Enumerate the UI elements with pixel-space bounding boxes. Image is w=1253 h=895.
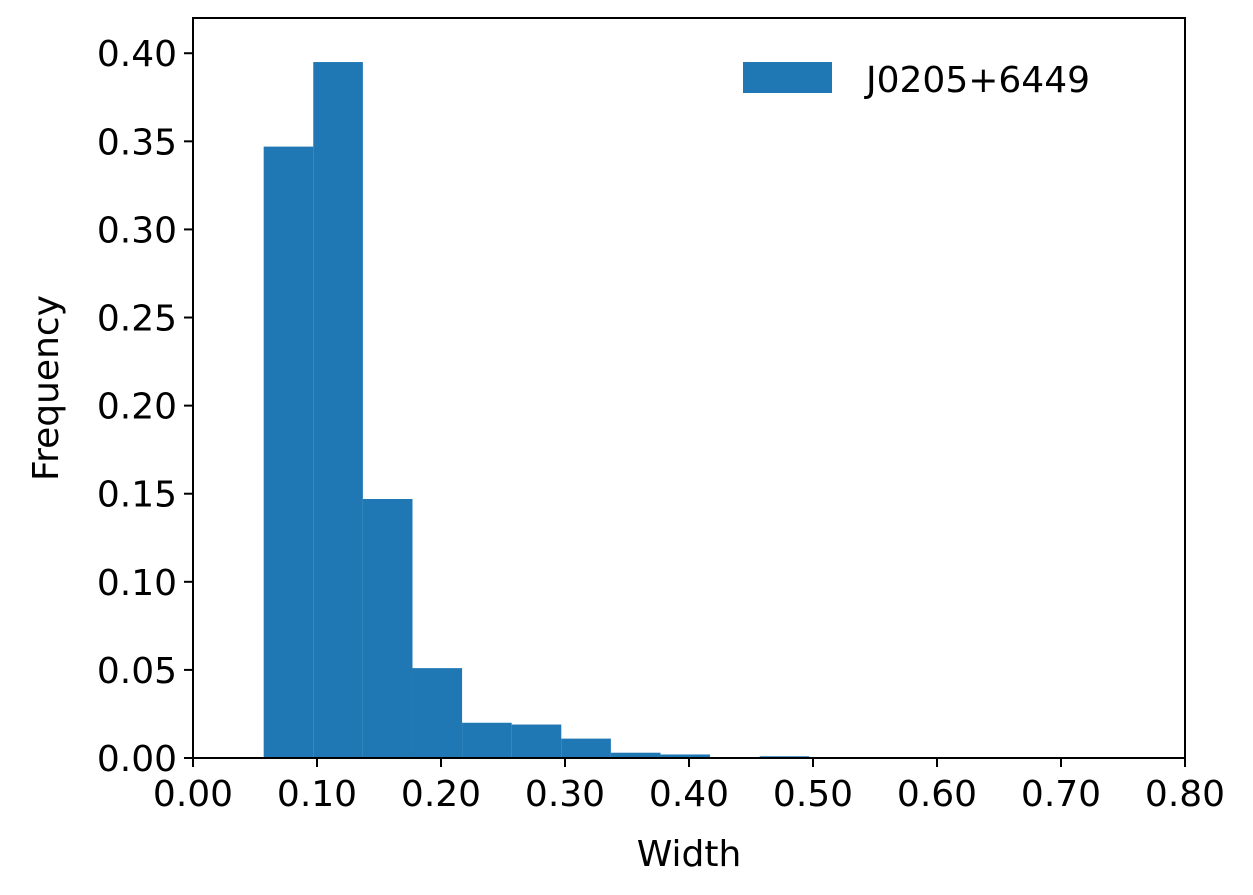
legend-swatch: [743, 62, 832, 93]
y-tick-label: 0.05: [97, 651, 177, 692]
y-axis-label: Frequency: [26, 295, 67, 481]
histogram-bar: [263, 146, 314, 759]
x-axis-label: Width: [637, 834, 742, 875]
histogram-bar: [313, 62, 363, 759]
x-tick-label: 0.50: [773, 774, 853, 815]
y-axis: 0.00 0.05 0.10 0.15 0.20 0.25 0.30 0.35 0.40: [97, 34, 193, 780]
x-tick-label: 0.70: [1021, 774, 1101, 815]
histogram-bar: [610, 752, 661, 758]
legend-label: J0205+6449: [864, 60, 1090, 101]
x-tick-label: 0.20: [401, 774, 481, 815]
y-tick-label: 0.30: [97, 210, 177, 251]
y-tick-label: 0.15: [97, 475, 177, 516]
y-tick-label: 0.10: [97, 563, 177, 604]
y-tick-label: 0.35: [97, 122, 177, 163]
legend: J0205+6449: [743, 60, 1090, 101]
y-tick-label: 0.40: [97, 34, 177, 75]
x-tick-label: 0.60: [897, 774, 977, 815]
bars-group: [263, 62, 1058, 759]
x-axis: 0.00 0.10 0.20 0.30 0.40 0.50 0.60 0.70 0.80: [153, 758, 1225, 815]
x-tick-label: 0.40: [649, 774, 729, 815]
histogram-bar: [511, 724, 562, 758]
histogram-bar: [462, 722, 512, 758]
y-tick-label: 0.20: [97, 387, 177, 428]
x-tick-label: 0.10: [277, 774, 357, 815]
x-tick-label: 0.00: [153, 774, 233, 815]
histogram-bar: [362, 499, 413, 758]
y-tick-label: 0.00: [97, 739, 177, 780]
histogram-bar: [561, 738, 611, 758]
histogram-bar: [660, 754, 711, 758]
y-tick-label: 0.25: [97, 299, 177, 340]
x-tick-label: 0.80: [1145, 774, 1225, 815]
histogram-bar: [412, 668, 463, 758]
x-tick-label: 0.30: [525, 774, 605, 815]
